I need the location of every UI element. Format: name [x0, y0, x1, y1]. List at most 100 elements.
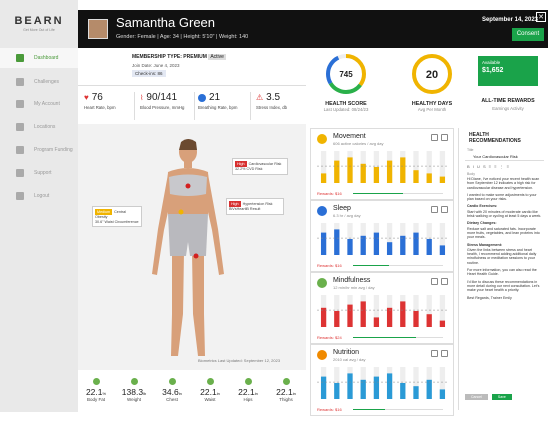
chart-bar: [386, 160, 393, 183]
nav-dashboard[interactable]: Dashboard: [0, 48, 78, 68]
chart-bar: [320, 232, 327, 255]
consent-button[interactable]: Consent: [512, 28, 544, 41]
gear-icon: [16, 146, 24, 154]
nutrition-card[interactable]: Nutrition 2010 cal avg / day Rewards: $1…: [310, 344, 454, 416]
card-title: Mindfulness: [333, 277, 371, 284]
card-rewards: Rewards: $16: [317, 191, 342, 196]
stat-thighs: 22.1in Thighs: [268, 378, 304, 402]
heart-icon[interactable]: [431, 206, 438, 213]
vital-label: Stress Index, db: [256, 105, 288, 110]
movement-chart: [317, 151, 449, 183]
body-editor[interactable]: Hi Diane, I've noticed your recent healt…: [459, 177, 550, 300]
app-logo: BEARN Get More Out of Life: [0, 0, 78, 46]
mindfulness-card[interactable]: Mindfulness 12 min/hr min avg / day Rewa…: [310, 272, 454, 344]
nav-label: Support: [34, 170, 52, 176]
calendar-icon[interactable]: [441, 350, 448, 357]
chart-bar: [426, 239, 432, 255]
cancel-button[interactable]: Cancel: [465, 394, 488, 400]
bar-track: [426, 295, 432, 327]
chart-bar: [334, 311, 340, 327]
nav-label: Challenges: [34, 79, 60, 85]
stat-value: 34.6: [162, 387, 179, 397]
chart-bar: [320, 173, 327, 183]
card-title: Movement: [333, 133, 366, 140]
nav-program-funding[interactable]: Program Funding: [0, 140, 78, 160]
title-input[interactable]: Your Cardiovascular Risk: [465, 153, 544, 161]
checkin-badge: Check-ins: 86: [132, 70, 166, 77]
warning-icon: ⚠: [256, 93, 264, 102]
tag-detail: 30.6" Waist Circumference: [95, 219, 139, 224]
bar-track: [320, 151, 327, 183]
chart-bar: [413, 386, 419, 399]
bar-track: [426, 151, 432, 183]
close-button[interactable]: ✕: [536, 12, 546, 22]
stat-label: Hips: [243, 397, 253, 402]
chart-bar: [347, 304, 353, 327]
patient-header: Samantha Green Gender: Female | Age: 34 …: [78, 10, 548, 48]
healthy-days-widget: 20 HEALTHY DAYS Avg Per Month: [392, 52, 472, 122]
heart-icon[interactable]: [431, 278, 438, 285]
signature: Best Regards, Trainer Emily: [467, 295, 512, 300]
tag-detail: BiVsHeartlB Result: [229, 207, 261, 212]
card-progress: [353, 336, 443, 338]
card-rewards: Rewards: $24: [317, 335, 342, 340]
chart-bar: [413, 311, 419, 327]
healthy-days-sub: Avg Per Month: [417, 107, 447, 112]
support-icon: [16, 169, 24, 177]
central-obesity-tag[interactable]: Medium Central Obesity 30.6" Waist Circumf…: [92, 206, 142, 227]
calendar-icon[interactable]: [441, 278, 448, 285]
vital-value: 76: [91, 92, 103, 103]
patient-name: Samantha Green: [116, 15, 216, 30]
progress-fill: [353, 192, 403, 194]
rewards-card: Available $1,652: [478, 56, 538, 86]
nav-challenges[interactable]: Challenges: [0, 72, 78, 92]
tag-name: Central Obesity: [95, 210, 127, 220]
sleep-card[interactable]: Sleep 6.3 hr / avg day Rewards: $16: [310, 200, 454, 272]
heart-icon[interactable]: [431, 350, 438, 357]
chart-bar: [426, 173, 432, 183]
section-heading: Stress Management:: [467, 242, 503, 247]
progress-fill: [353, 264, 389, 266]
body-figure-panel: High Cardiovascular Risk 32.2% CVD Risk Hi…: [78, 124, 306, 370]
healthy-days-label: HEALTHY DAYS: [411, 101, 453, 107]
stat-value: 22.1: [238, 387, 255, 397]
vital-breathing-rate: 21 Breathing Rate, bpm: [198, 92, 252, 122]
vital-label: Heart Rate, bpm: [84, 105, 116, 110]
movement-card[interactable]: Movement 606 active calories / avg day R…: [310, 128, 454, 200]
stat-unit: lb: [143, 391, 147, 396]
chart-bar: [360, 301, 366, 327]
chart-bar: [439, 389, 446, 399]
editor-toolbar[interactable]: B I U S ≡ ≡ ⋮ ≡: [467, 164, 511, 169]
chart-bar: [373, 317, 380, 327]
membership-type-text: MEMBERSHIP TYPE: PREMIUM: [132, 54, 207, 60]
risk-level-badge: High: [235, 161, 247, 168]
hypertension-risk-tag[interactable]: High Hypertension Risk BiVsHeartlB Result: [226, 198, 284, 215]
nav-label: My Account: [34, 101, 60, 107]
vital-heart-rate: ♥ 76 Heart Rate, bpm: [84, 92, 138, 122]
health-score-value: 745: [339, 70, 353, 79]
nav-locations[interactable]: Locations: [0, 117, 78, 137]
heart-icon[interactable]: [431, 134, 438, 141]
chart-bar: [360, 163, 366, 183]
recommendations-panel: HEALTH RECOMMENDATIONS Title Your Cardio…: [458, 128, 550, 410]
chart-bar: [386, 307, 393, 327]
chart-bar: [373, 376, 380, 399]
save-button[interactable]: Save: [491, 394, 512, 400]
calendar-icon[interactable]: [441, 206, 448, 213]
nav-logout[interactable]: Logout: [0, 186, 78, 206]
nav-my-account[interactable]: My Account: [0, 94, 78, 114]
cardiovascular-risk-tag[interactable]: High Cardiovascular Risk 32.2% CVD Risk: [232, 158, 288, 175]
health-score-updated: Last Updated: 08/24/23: [323, 107, 369, 112]
logout-icon: [16, 192, 24, 200]
nav-support[interactable]: Support: [0, 163, 78, 183]
chart-bar: [360, 235, 366, 255]
sleep-icon: [317, 206, 327, 216]
stat-unit: in: [216, 391, 220, 396]
health-score-label: HEALTH SCORE: [325, 101, 367, 107]
rewards-available-label: Available: [482, 60, 501, 65]
calendar-icon[interactable]: [441, 134, 448, 141]
movement-icon: [317, 134, 327, 144]
vital-value: 21: [209, 92, 221, 103]
stat-hips: 22.1in Hips: [230, 378, 266, 402]
body-paragraph: I'd like to discuss these recommendation…: [467, 279, 540, 293]
